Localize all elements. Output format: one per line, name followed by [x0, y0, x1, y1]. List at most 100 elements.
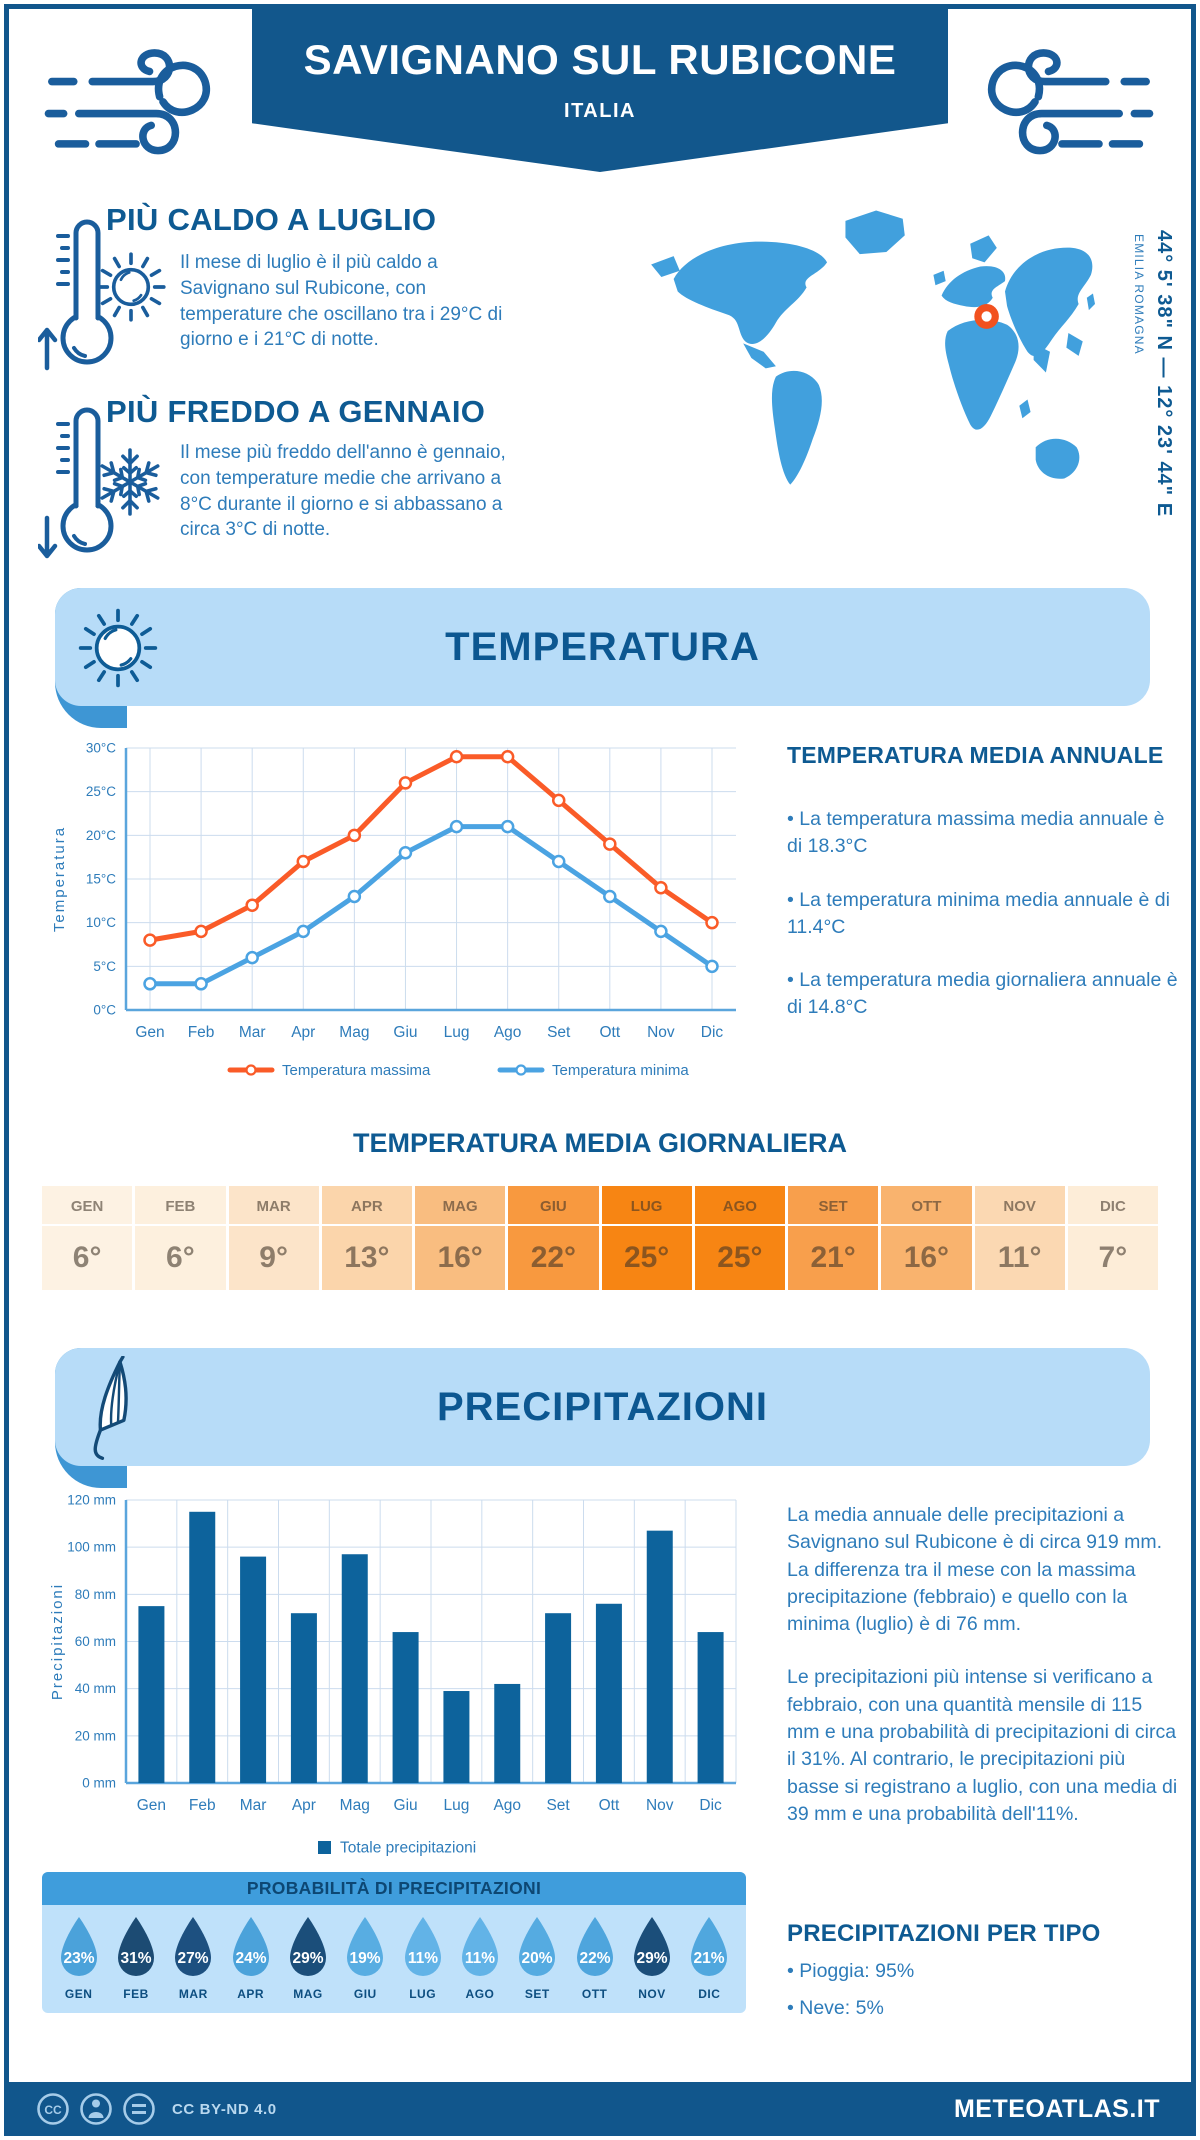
temp-table-month: GEN: [42, 1186, 133, 1226]
precipitation-type-bullets: • Pioggia: 95% • Neve: 5%: [787, 1958, 1179, 2049]
page-subtitle: ITALIA: [564, 100, 636, 122]
temp-table-month: SET: [788, 1186, 879, 1226]
svg-text:23%: 23%: [63, 1950, 94, 1967]
drop-month-label: APR: [237, 1987, 265, 2001]
temp-table-value: 21°: [810, 1241, 856, 1274]
svg-text:80 mm: 80 mm: [75, 1587, 116, 1602]
temp-table-month: MAR: [228, 1186, 319, 1226]
annual-min-bullet: • La temperatura minima media annuale è …: [787, 888, 1170, 938]
temp-table-value: 25°: [623, 1241, 670, 1274]
region-label: EMILIA ROMAGNA: [1132, 234, 1146, 355]
snowflake-icon: [96, 448, 164, 516]
precip-probability-drop: 29% NOV: [623, 1915, 680, 2001]
rain-bullet: • Pioggia: 95%: [787, 1960, 915, 1982]
svg-text:Nov: Nov: [647, 1024, 675, 1041]
temp-table-value: 16°: [903, 1241, 950, 1274]
raindrop-icon: 24%: [232, 1917, 269, 1976]
svg-text:Feb: Feb: [189, 1797, 216, 1814]
svg-text:Mar: Mar: [240, 1797, 267, 1814]
precipitation-description: La media annuale delle precipitazioni a …: [787, 1502, 1179, 1854]
svg-text:Giu: Giu: [393, 1024, 417, 1041]
svg-text:25°C: 25°C: [86, 784, 116, 799]
precipitation-paragraph-1: La media annuale delle precipitazioni a …: [787, 1504, 1163, 1636]
precip-probability-drop: 19% GIU: [337, 1915, 394, 2001]
umbrella-icon: [93, 1356, 128, 1460]
temp-table-cell: APR 13°: [321, 1186, 412, 1290]
snow-bullet: • Neve: 5%: [787, 1997, 884, 2020]
raindrop-icon: 23%: [60, 1917, 97, 1976]
precip-probability-drop: 11% LUG: [394, 1915, 451, 2001]
svg-text:Dic: Dic: [699, 1797, 722, 1814]
svg-text:120 mm: 120 mm: [67, 1493, 116, 1508]
precipitation-type-heading: PRECIPITAZIONI PER TIPO: [787, 1920, 1101, 1947]
svg-text:Lug: Lug: [443, 1797, 469, 1814]
svg-text:60 mm: 60 mm: [75, 1634, 116, 1649]
drop-month-label: GEN: [64, 1987, 93, 2001]
precip-probability-drop: 22% OTT: [566, 1915, 623, 2001]
svg-text:Feb: Feb: [188, 1024, 215, 1041]
coordinates-label: 44° 5' 38" N — 12° 23' 44" E: [1153, 230, 1175, 518]
temp-table-cell: AGO 25°: [694, 1186, 785, 1290]
raindrop-icon: 27%: [175, 1917, 212, 1976]
daily-temperature-table: GEN 6° FEB 6° MAR 9° APR 13° MAG 16° GIU 22° LUG 25° A…: [42, 1186, 1158, 1290]
temperature-section-title: TEMPERATURA: [55, 588, 1150, 706]
svg-text:Lug: Lug: [444, 1024, 470, 1041]
annual-temperature-heading: TEMPERATURA MEDIA ANNUALE: [787, 742, 1164, 768]
temp-table-value: 16°: [437, 1241, 483, 1274]
temp-table-month: AGO: [694, 1186, 785, 1226]
svg-text:Totale precipitazioni: Totale precipitazioni: [340, 1840, 476, 1857]
svg-text:29%: 29%: [636, 1950, 667, 1967]
page-title: SAVIGNANO SUL RUBICONE: [303, 36, 897, 83]
svg-text:Mar: Mar: [239, 1024, 266, 1041]
cold-month-text: Il mese più freddo dell'anno è gennaio, …: [180, 442, 506, 541]
drop-month-label: LUG: [409, 1987, 437, 2001]
temp-table-value: 25°: [717, 1241, 763, 1274]
sun-icon: [96, 252, 166, 322]
svg-text:11%: 11%: [465, 1950, 495, 1967]
drop-month-label: MAG: [293, 1987, 323, 2001]
svg-text:40 mm: 40 mm: [75, 1681, 116, 1696]
svg-text:Ott: Ott: [599, 1797, 620, 1814]
temp-table-cell: FEB 6°: [135, 1186, 226, 1290]
svg-text:20°C: 20°C: [86, 828, 116, 843]
raindrop-icon: 19%: [347, 1917, 384, 1976]
raindrop-icon: 11%: [404, 1917, 441, 1976]
temp-table-value: 6°: [72, 1241, 102, 1274]
cc-by-icon: [80, 2093, 112, 2125]
temp-table-cell: NOV 11°: [974, 1186, 1065, 1290]
temp-table-month: DIC: [1067, 1186, 1158, 1226]
temp-table-month: GIU: [508, 1186, 599, 1226]
svg-text:0°C: 0°C: [93, 1003, 116, 1018]
raindrop-icon: 29%: [633, 1917, 670, 1976]
raindrop-icon: 21%: [691, 1917, 728, 1976]
drop-month-label: GIU: [353, 1987, 377, 2001]
site-label: METEOATLAS.IT: [953, 2094, 1160, 2123]
svg-text:Ago: Ago: [494, 1024, 522, 1041]
drop-month-label: SET: [524, 1987, 550, 2001]
annual-temperature-bullets: • La temperatura massima media annuale è…: [787, 806, 1179, 1048]
annual-max-bullet: • La temperatura massima media annuale è…: [787, 808, 1165, 858]
svg-text:20%: 20%: [522, 1950, 553, 1967]
world-map: [651, 210, 1095, 485]
precip-probability-drop: 23% GEN: [50, 1915, 107, 2001]
hot-month-title: PIÙ CALDO A LUGLIO: [106, 202, 437, 237]
svg-text:0 mm: 0 mm: [82, 1776, 116, 1791]
svg-text:15°C: 15°C: [86, 872, 116, 887]
svg-text:Ago: Ago: [493, 1797, 521, 1814]
temp-table-cell: LUG 25°: [601, 1186, 692, 1290]
svg-text:Temperatura minima: Temperatura minima: [552, 1062, 689, 1079]
svg-text:Nov: Nov: [646, 1797, 674, 1814]
precipitation-probability-drops: 23% GEN 31% FEB 27% MAR 24% APR 29% MAG 19% GIU 11% L…: [42, 1905, 746, 2013]
wind-icon: [987, 49, 1154, 155]
precip-probability-drop: 20% SET: [509, 1915, 566, 2001]
temp-table-value: 13°: [344, 1241, 390, 1274]
drop-month-label: DIC: [698, 1987, 721, 2001]
precipitation-probability-title: PROBABILITÀ DI PRECIPITAZIONI: [42, 1872, 746, 1905]
precipitation-section-title: PRECIPITAZIONI: [55, 1348, 1150, 1466]
svg-text:Mag: Mag: [340, 1797, 370, 1814]
svg-text:19%: 19%: [350, 1950, 381, 1967]
temp-table-month: MAG: [415, 1186, 506, 1226]
temp-table-cell: GIU 22°: [508, 1186, 599, 1290]
svg-text:5°C: 5°C: [93, 959, 116, 974]
raindrop-icon: 29%: [289, 1917, 326, 1976]
